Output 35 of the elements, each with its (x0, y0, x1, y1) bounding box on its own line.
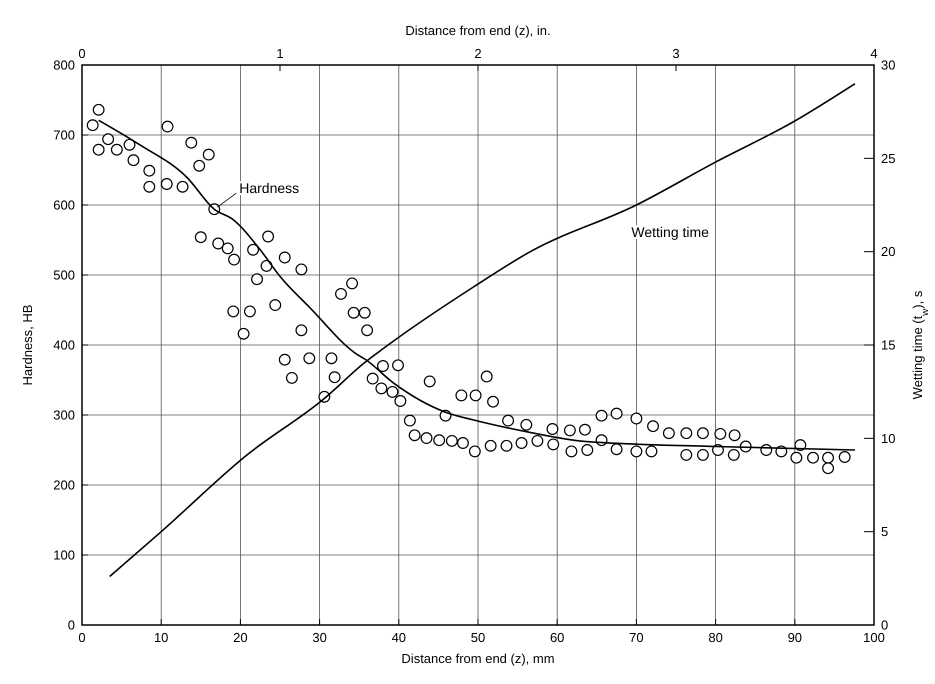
x-tick-label: 30 (312, 630, 327, 645)
y-tick-label: 400 (53, 338, 75, 352)
x-tick-label: 90 (788, 630, 802, 645)
x-tick-label: 50 (470, 630, 486, 645)
y2-tick-label: 10 (881, 430, 896, 446)
y2-tick-label: 25 (881, 150, 896, 166)
x-tick-label: 80 (708, 630, 723, 645)
y2-tick-label: 15 (881, 338, 896, 352)
y2-tick-label: 0 (881, 618, 888, 632)
y-tick-label: 100 (53, 548, 75, 562)
y-tick-label: 200 (53, 478, 75, 492)
y-tick-label: 300 (53, 408, 75, 422)
y2-tick-label: 30 (881, 58, 896, 72)
x2-tick-label: 1 (276, 46, 284, 61)
x-axis-title: Distance from end (z), mm (401, 651, 555, 666)
y2-tick-label: 5 (881, 524, 888, 540)
x-tick-label: 40 (392, 630, 406, 645)
y-tick-label: 0 (68, 618, 75, 632)
x-tick-label: 70 (629, 630, 644, 645)
x2-axis-title: Distance from end (z), in. (405, 23, 551, 38)
x2-tick-label: 3 (672, 46, 680, 61)
y-tick-label: 800 (53, 58, 75, 72)
x2-tick-label: 0 (78, 46, 86, 61)
x2-tick-label: 2 (474, 46, 482, 61)
x-tick-label: 20 (233, 630, 248, 645)
x-tick-label: 10 (154, 630, 168, 645)
x-tick-label: 100 (863, 630, 885, 645)
y2-tick-label: 20 (881, 244, 896, 260)
y-tick-label: 700 (53, 128, 75, 142)
y-axis-title: Hardness, HB (20, 304, 35, 386)
x2-tick-label: 4 (870, 46, 878, 61)
x-tick-label: 0 (78, 630, 86, 645)
y-tick-label: 500 (53, 268, 75, 282)
y-tick-label: 600 (53, 198, 75, 212)
x-tick-label: 60 (550, 630, 564, 645)
